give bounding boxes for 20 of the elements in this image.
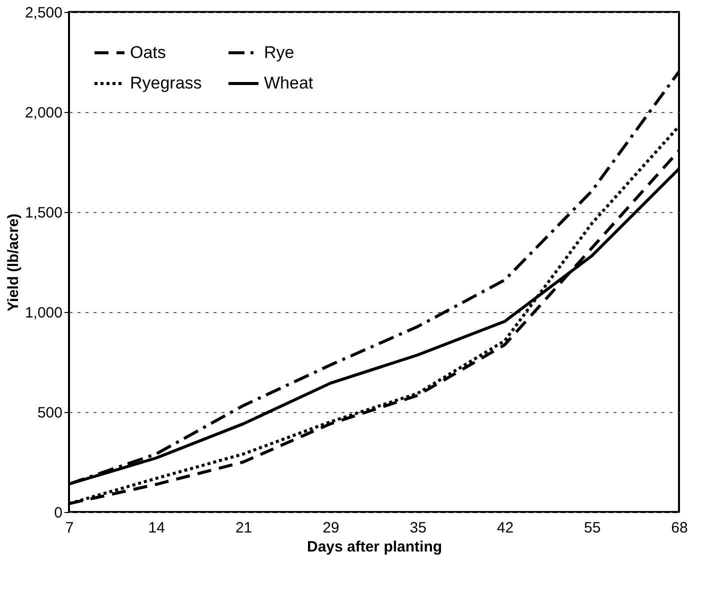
y-tick-label: 500: [37, 404, 62, 422]
x-tick-label: 42: [496, 520, 514, 536]
y-tick-label: 2,500: [24, 4, 62, 22]
y-tick-label: 1,500: [24, 204, 62, 222]
x-tick-label: 35: [410, 520, 426, 536]
y-tick-label: 0: [54, 504, 62, 522]
x-tick-label: 68: [671, 520, 688, 536]
x-axis-title: Days after planting: [306, 538, 442, 556]
x-tick-label: 29: [322, 520, 340, 536]
y-axis-title: Yield (lb/acre): [4, 214, 22, 312]
legend-label: Oats: [130, 42, 166, 62]
y-tick-label: 1,000: [24, 304, 62, 322]
x-tick-label: 7: [65, 520, 74, 536]
x-tick-label: 21: [235, 520, 252, 536]
legend-label: Ryegrass: [130, 74, 202, 92]
legend-label: Rye: [264, 42, 294, 62]
y-tick-label: 2,000: [24, 104, 62, 122]
legend-label: Wheat: [264, 74, 314, 92]
x-tick-label: 14: [148, 520, 165, 536]
x-tick-label: 55: [584, 520, 601, 536]
